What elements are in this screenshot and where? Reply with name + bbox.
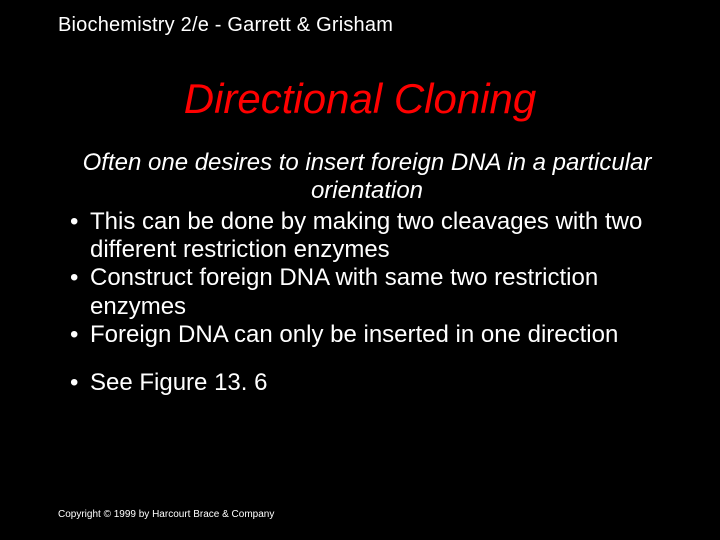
slide-title: Directional Cloning (0, 75, 720, 123)
bullet-list-2: • See Figure 13. 6 (70, 369, 664, 397)
bullet-text: Foreign DNA can only be inserted in one … (90, 321, 664, 349)
bullet-dot-icon: • (70, 321, 90, 349)
bullet-text: Construct foreign DNA with same two rest… (90, 264, 664, 321)
bullet-dot-icon: • (70, 369, 90, 397)
intro-text: Often one desires to insert foreign DNA … (70, 149, 664, 206)
slide: Biochemistry 2/e - Garrett & Grisham Dir… (0, 0, 720, 540)
slide-header: Biochemistry 2/e - Garrett & Grisham (0, 14, 720, 37)
bullet-item: • Foreign DNA can only be inserted in on… (70, 321, 664, 349)
bullet-text: This can be done by making two cleavages… (90, 208, 664, 265)
copyright-text: Copyright © 1999 by Harcourt Brace & Com… (58, 509, 274, 520)
bullet-item: • This can be done by making two cleavag… (70, 208, 664, 265)
bullet-dot-icon: • (70, 208, 90, 236)
bullet-list-1: • This can be done by making two cleavag… (70, 208, 664, 350)
bullet-text: See Figure 13. 6 (90, 369, 664, 397)
bullet-dot-icon: • (70, 264, 90, 292)
slide-body: Often one desires to insert foreign DNA … (0, 149, 720, 398)
bullet-item: • See Figure 13. 6 (70, 369, 664, 397)
bullet-item: • Construct foreign DNA with same two re… (70, 264, 664, 321)
